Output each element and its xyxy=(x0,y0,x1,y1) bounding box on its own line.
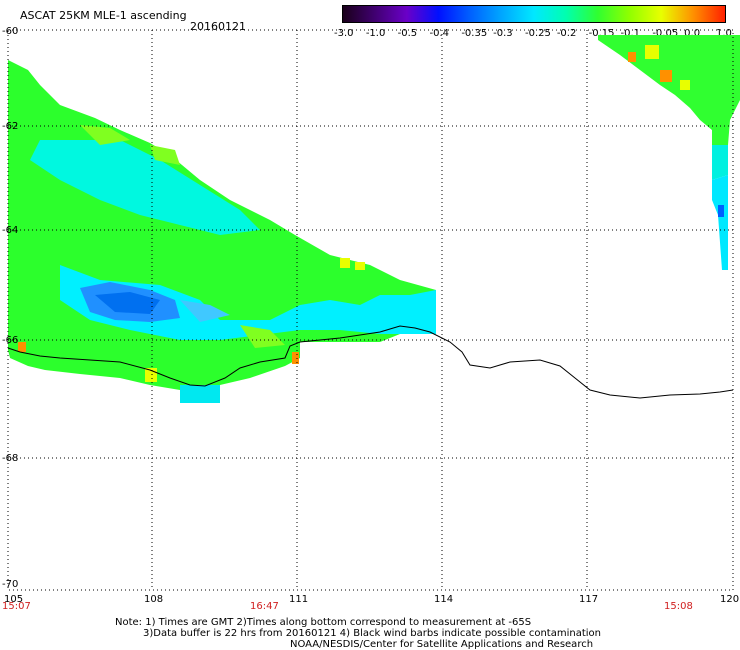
note-line-1: Note: 1) Times are GMT 2)Times along bot… xyxy=(115,617,532,628)
colorbar-tick-label: 0.0 xyxy=(684,28,701,39)
x-tick-label: 117 xyxy=(579,594,599,605)
colorbar-tick-label: -0.25 xyxy=(525,28,551,39)
note-line-3: NOAA/NESDIS/Center for Satellite Applica… xyxy=(290,639,594,650)
x-tick-label: 120 xyxy=(720,594,740,605)
x-tick-label: 111 xyxy=(289,594,309,605)
colorbar-tick-label: -3.0 xyxy=(334,28,354,39)
colorbar-tick-label: -0.3 xyxy=(493,28,513,39)
y-tick-label: -60 xyxy=(2,26,19,37)
colorbar-tick-label: -0.1 xyxy=(620,28,641,39)
colorbar-tick-label: 1.0 xyxy=(716,28,732,39)
map-grid xyxy=(8,30,733,590)
data-swath-east xyxy=(598,35,740,270)
x-tick-label: 105 xyxy=(4,594,24,605)
colorbar-tick-label: -0.5 xyxy=(397,28,418,39)
plot-frame xyxy=(7,29,734,591)
colorbar-tick-label: -0.15 xyxy=(588,28,615,39)
y-tick-label: -62 xyxy=(2,121,19,132)
colorbar-tick-label: -0.35 xyxy=(461,28,488,39)
time-label-middle: 16:47 xyxy=(250,601,279,612)
y-tick-label: -64 xyxy=(2,225,19,236)
colorbar-tick-label: -0.05 xyxy=(652,28,679,39)
chart-title: ASCAT 25KM MLE-1 ascending xyxy=(20,9,187,22)
colorbar-tick-label: -0.2 xyxy=(556,28,577,39)
colorbar-tick-label: -0.4 xyxy=(429,28,450,39)
coastline xyxy=(7,325,734,399)
y-tick-label: -70 xyxy=(2,579,19,590)
time-label-left: 15:07 xyxy=(2,601,31,612)
x-tick-label: 114 xyxy=(434,594,454,605)
colorbar-tick-label: -1.0 xyxy=(365,28,386,39)
y-tick-label: -66 xyxy=(2,335,19,346)
note-line-2: 3)Data buffer is 22 hrs from 20160121 4)… xyxy=(143,628,601,639)
y-tick-label: -68 xyxy=(2,453,19,464)
x-tick-label: 108 xyxy=(144,594,164,605)
time-label-right: 15:08 xyxy=(664,601,693,612)
colorbar xyxy=(342,5,726,23)
data-swath-west xyxy=(8,60,436,403)
